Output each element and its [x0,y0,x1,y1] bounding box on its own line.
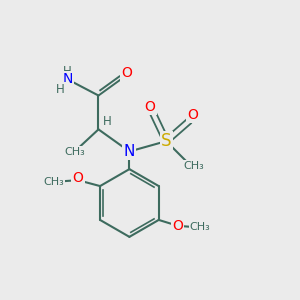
Text: H: H [103,115,112,128]
Text: O: O [73,171,83,185]
Text: CH₃: CH₃ [184,161,205,171]
Text: O: O [172,219,183,233]
Text: H: H [63,64,72,78]
Text: H: H [56,83,64,96]
Text: CH₃: CH₃ [190,222,210,232]
Text: O: O [187,108,198,122]
Text: CH₃: CH₃ [64,147,85,157]
Text: O: O [145,100,155,114]
Text: O: O [121,66,132,80]
Text: N: N [124,144,135,159]
Text: CH₃: CH₃ [44,177,64,187]
Text: N: N [62,72,73,86]
Text: S: S [161,132,171,150]
